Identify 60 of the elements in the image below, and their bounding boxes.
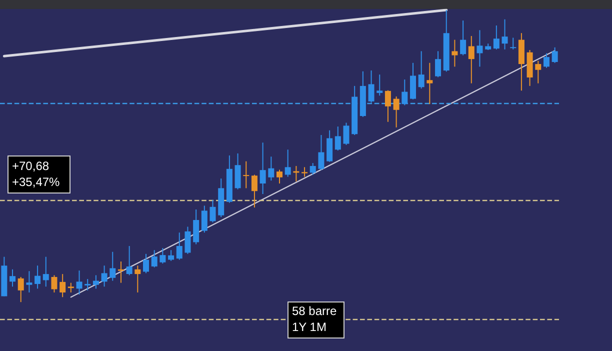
- candlestick: [393, 96, 400, 128]
- candlestick: [60, 274, 66, 298]
- candlestick: [68, 282, 74, 293]
- candlestick: [334, 126, 341, 151]
- candlestick: [293, 165, 300, 182]
- candlestick: [343, 122, 350, 146]
- text: 58 barre: [292, 304, 338, 318]
- candlestick: [143, 253, 150, 274]
- candlestick: [76, 270, 82, 295]
- candlestick: [251, 174, 258, 208]
- candlestick: [452, 39, 458, 68]
- candlestick: [168, 250, 174, 262]
- candlestick: [418, 50, 424, 90]
- candlestick: [310, 162, 316, 176]
- candlestick: [176, 232, 182, 260]
- candlestick: [160, 248, 166, 264]
- candlestick: [234, 152, 241, 190]
- candlestick: [302, 166, 308, 178]
- candlestick: [468, 35, 474, 84]
- candlestick: [118, 260, 124, 284]
- candlestick: [426, 62, 433, 105]
- candlestick: [318, 134, 324, 171]
- candlestick: [552, 46, 558, 64]
- candlestick: [101, 265, 108, 288]
- candlestick: [284, 149, 291, 178]
- candlestick: [510, 37, 516, 50]
- candlestick: [10, 268, 16, 288]
- candlestick: [26, 270, 32, 293]
- candlestick: [326, 130, 333, 162]
- candlestick: [476, 30, 483, 68]
- candlestick: [435, 50, 442, 78]
- text: 1Y 1M: [292, 320, 326, 334]
- candlestick: [193, 208, 200, 245]
- candlestick: [276, 169, 282, 184]
- candlestick: [410, 62, 416, 100]
- candlestick: [260, 142, 266, 195]
- candlestick: [18, 276, 24, 303]
- candlestick: [543, 52, 550, 68]
- candlestick: [502, 18, 508, 50]
- candlestick: [201, 205, 208, 234]
- candlestick: [493, 24, 500, 50]
- candlestick: [84, 278, 91, 291]
- candlestick: [34, 265, 41, 290]
- candlestick: [535, 60, 542, 84]
- candlestick: [460, 20, 466, 56]
- candlestick: [268, 156, 274, 182]
- candlestick: [384, 90, 391, 122]
- candlestick: [376, 74, 383, 96]
- candlestick: [151, 250, 158, 268]
- annotation: +70,68: [12, 159, 50, 173]
- annotation: +35,47%: [12, 175, 60, 189]
- candlestick: [51, 274, 58, 293]
- candlestick: [243, 160, 250, 189]
- candlestick: [126, 246, 132, 276]
- candlestick: [92, 274, 99, 290]
- candlestick: [210, 199, 216, 223]
- candlestick: [184, 226, 191, 254]
- candlestick: [42, 256, 49, 288]
- candlestick: [110, 251, 116, 282]
- candlestick: [134, 265, 141, 293]
